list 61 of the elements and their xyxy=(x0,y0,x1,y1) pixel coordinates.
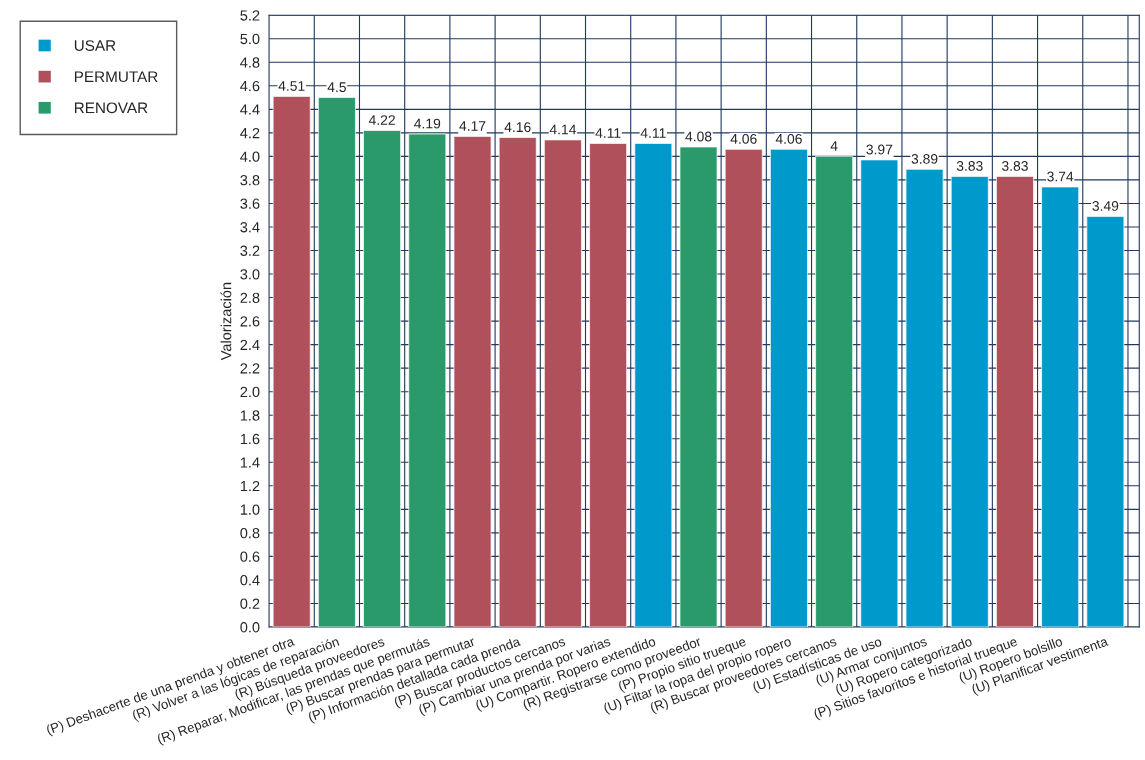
data-label: 4.19 xyxy=(414,118,441,129)
bar xyxy=(815,156,854,627)
y-tick-label: 1.2 xyxy=(240,480,260,492)
y-tick-label: 2.2 xyxy=(240,363,260,374)
data-label: 3.83 xyxy=(1001,161,1028,171)
bar xyxy=(1086,216,1125,627)
y-axis-title: Valorización xyxy=(220,282,232,361)
bar xyxy=(589,143,627,627)
bar xyxy=(272,96,311,627)
data-label: 4.08 xyxy=(685,131,712,142)
data-label: 4.22 xyxy=(368,115,395,125)
y-tick-label: 3.6 xyxy=(240,198,260,209)
legend-label: USAR xyxy=(74,40,116,51)
y-tick-label: 5.2 xyxy=(240,10,260,21)
y-tick-label: 0.2 xyxy=(240,598,260,609)
data-label: 4.16 xyxy=(504,122,531,133)
data-label: 3.83 xyxy=(956,161,983,171)
y-tick-label: 4.8 xyxy=(240,57,260,68)
bar xyxy=(905,168,944,627)
y-tick-label: 4.4 xyxy=(240,104,260,115)
data-label: 4.11 xyxy=(595,128,621,138)
bar xyxy=(318,97,356,627)
data-label: 3.49 xyxy=(1092,201,1119,211)
y-tick-label: 1.0 xyxy=(240,504,260,515)
data-label: 3.97 xyxy=(866,144,893,155)
y-tick-label: 4.6 xyxy=(240,80,260,92)
y-tick-label: 2.0 xyxy=(240,386,260,398)
y-tick-label: 0.4 xyxy=(240,575,260,586)
y-tick-label: 3.8 xyxy=(240,175,260,186)
bar xyxy=(634,143,673,627)
data-label: 4.5 xyxy=(327,82,346,93)
y-tick-label: 2.8 xyxy=(240,292,260,303)
y-tick-label: 0.6 xyxy=(240,551,260,562)
data-label: 4.14 xyxy=(549,124,577,135)
bar xyxy=(770,148,808,627)
data-label: 4.51 xyxy=(278,81,305,91)
y-tick-label: 3.0 xyxy=(240,269,260,280)
y-tick-label: 4.0 xyxy=(240,151,260,162)
data-label: 3.89 xyxy=(911,153,938,164)
y-tick-label: 3.2 xyxy=(240,245,260,256)
data-label: 4.11 xyxy=(640,128,666,138)
y-tick-label: 2.4 xyxy=(240,339,260,350)
bar xyxy=(498,137,537,627)
bar xyxy=(408,133,447,627)
y-tick-label: 1.8 xyxy=(240,410,260,421)
data-label: 4.17 xyxy=(459,121,486,131)
y-tick-label: 2.6 xyxy=(240,316,260,327)
y-tick-label: 3.4 xyxy=(240,222,260,233)
legend-label: PERMUTAR xyxy=(74,71,158,83)
data-label: 4 xyxy=(830,141,838,151)
legend-label: RENOVAR xyxy=(74,102,148,114)
y-tick-label: 0.8 xyxy=(240,527,260,539)
y-tick-label: 1.6 xyxy=(240,433,260,445)
y-tick-label: 5.0 xyxy=(240,33,260,45)
y-tick-label: 4.2 xyxy=(240,127,260,139)
bar xyxy=(724,148,763,627)
y-tick-label: 1.4 xyxy=(240,457,260,468)
data-label: 3.74 xyxy=(1047,171,1074,182)
data-label: 4.06 xyxy=(730,133,757,144)
data-label: 4.06 xyxy=(775,133,802,144)
y-tick-label: 0.0 xyxy=(240,622,260,633)
